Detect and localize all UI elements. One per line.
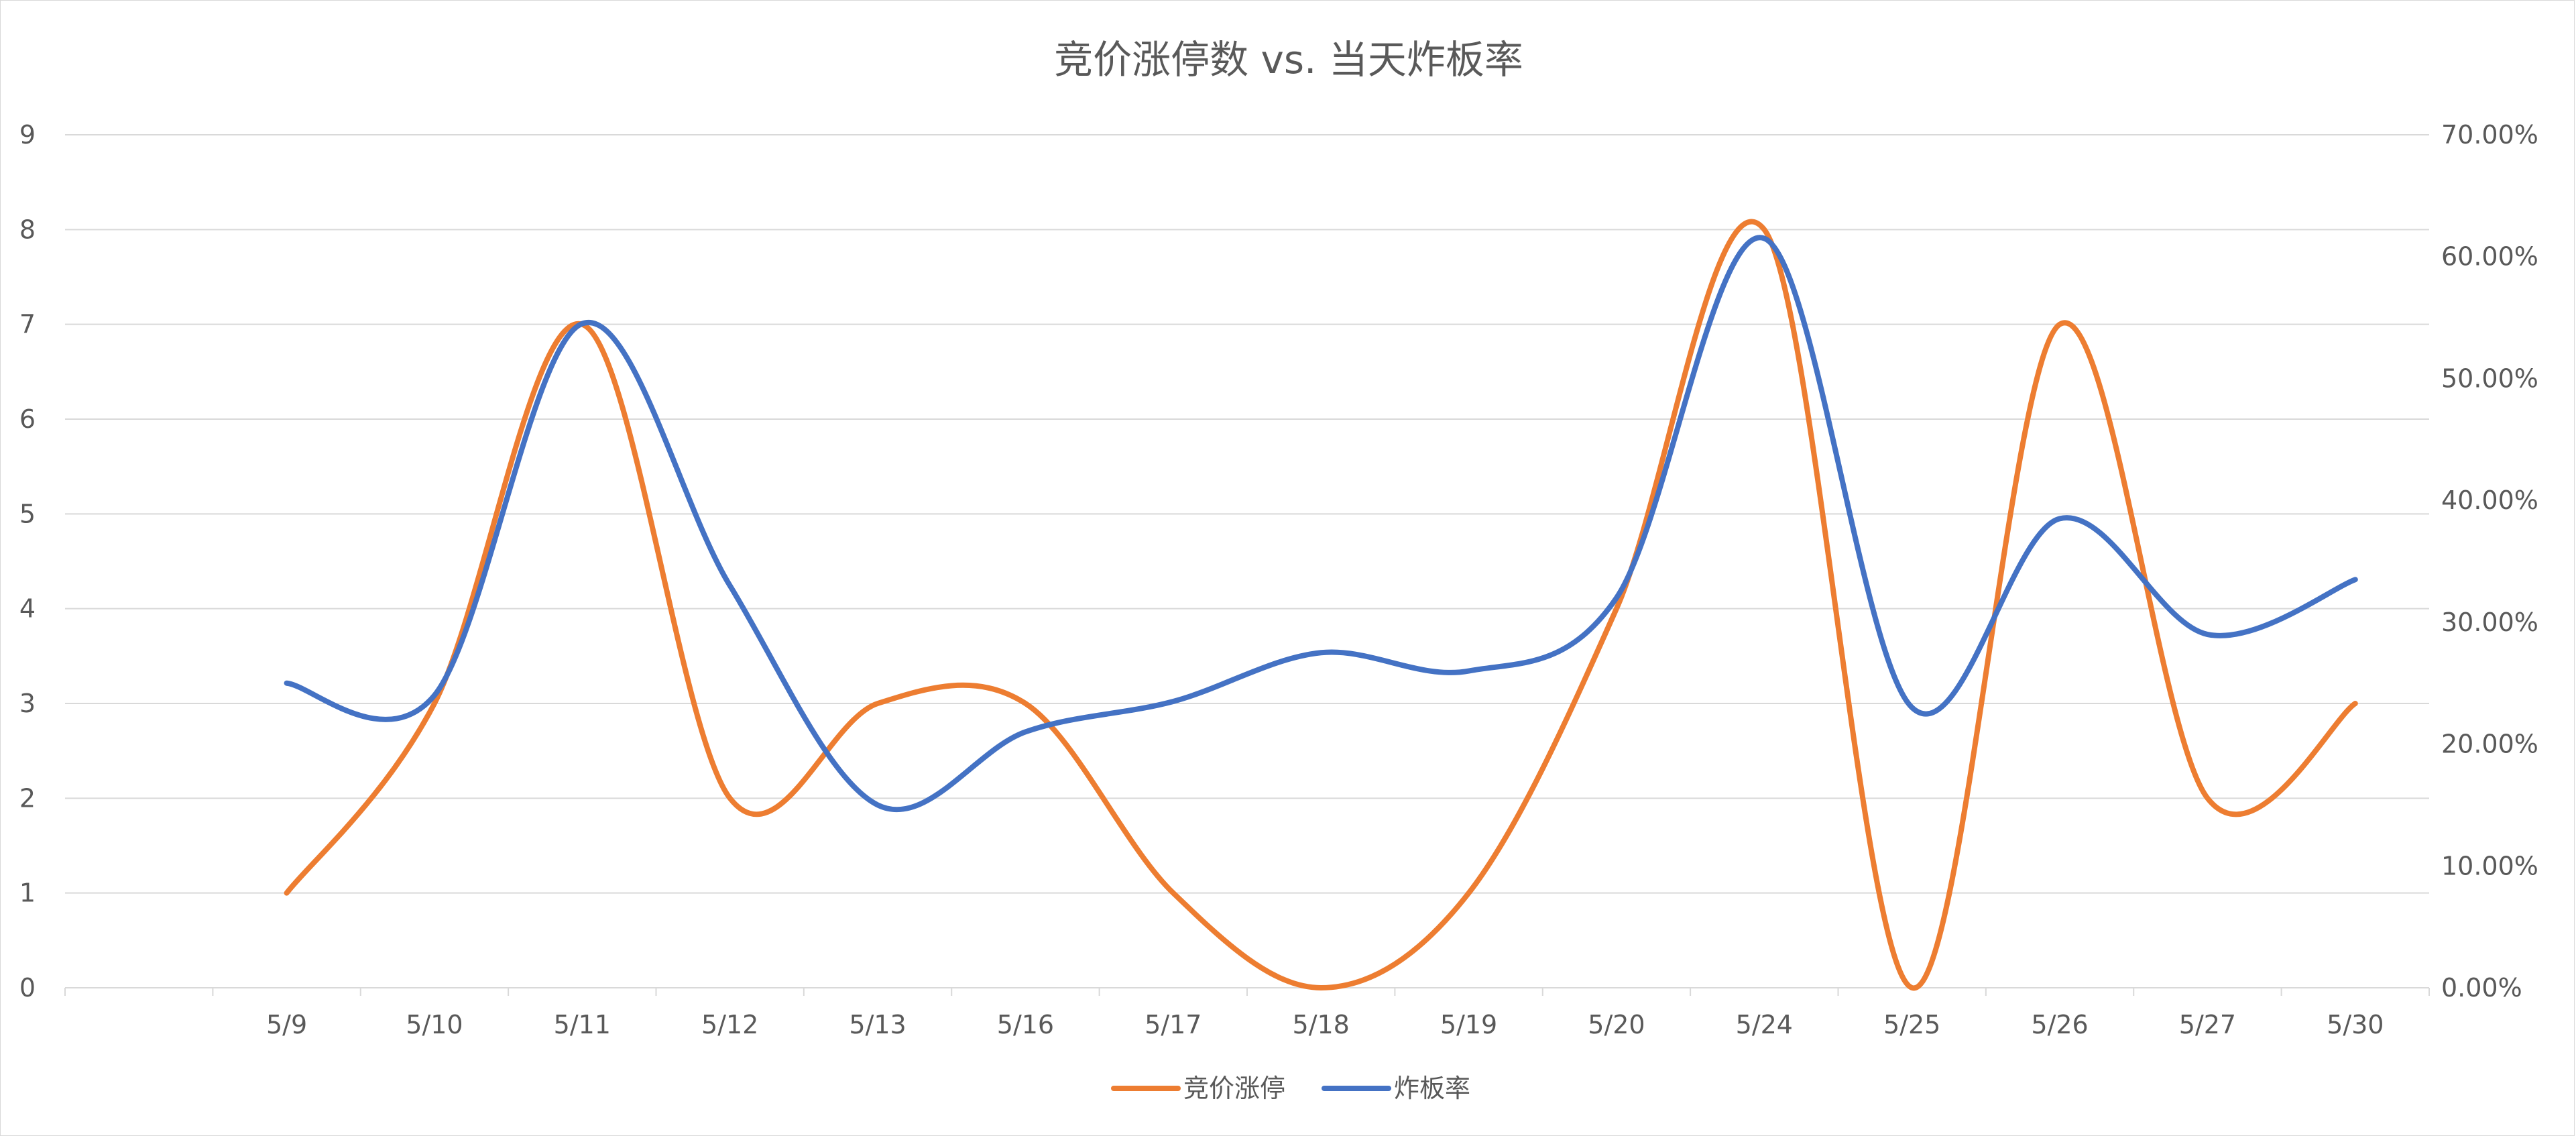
y-axis-right: 0.00% 10.00% 20.00% 30.00% 40.00% 50.00% 60.00… [2441, 120, 2538, 1003]
y-left-tick-label: 4 [19, 594, 36, 624]
y-left-tick-label: 1 [19, 878, 36, 908]
y-right-tick-label: 60.00% [2441, 242, 2538, 272]
y-left-tick-label: 7 [19, 310, 36, 339]
x-axis-labels: 5/9 5/10 5/11 5/12 5/13 5/16 5/17 5/18 5/19 5/20 5… [266, 1010, 2384, 1039]
x-tick-label: 5/24 [1736, 1010, 1793, 1039]
x-tick-label: 5/13 [849, 1010, 906, 1039]
x-tick-label: 5/11 [554, 1010, 611, 1039]
y-right-tick-label: 0.00% [2441, 973, 2522, 1003]
x-tick-label: 5/27 [2179, 1010, 2236, 1039]
y-left-tick-label: 3 [19, 689, 36, 718]
y-left-tick-label: 8 [19, 215, 36, 244]
y-axis-left: 0 1 2 3 4 5 6 7 8 9 [19, 120, 36, 1003]
series-line-1 [284, 219, 2358, 991]
x-tick-label: 5/19 [1440, 1010, 1497, 1039]
y-left-tick-label: 9 [19, 120, 36, 150]
legend: 竞价涨停 炸板率 [1111, 1074, 1470, 1103]
x-tick-label: 5/26 [2031, 1010, 2088, 1039]
chart-title: 竞价涨停数 vs. 当天炸板率 [1054, 37, 1523, 82]
y-left-tick-label: 0 [19, 973, 36, 1003]
series-lines [284, 219, 2358, 991]
y-left-tick-label: 6 [19, 404, 36, 434]
y-right-tick-label: 70.00% [2441, 120, 2538, 150]
y-left-tick-label: 5 [19, 499, 36, 528]
x-tick-label: 5/9 [266, 1010, 307, 1039]
x-tick-label: 5/30 [2327, 1010, 2384, 1039]
x-tick-label: 5/12 [701, 1010, 758, 1039]
x-tick-label: 5/20 [1588, 1010, 1645, 1039]
y-right-tick-label: 10.00% [2441, 851, 2538, 880]
y-left-tick-label: 2 [19, 783, 36, 813]
x-axis [64, 987, 2430, 996]
y-right-tick-label: 40.00% [2441, 486, 2538, 515]
x-tick-label: 5/10 [406, 1010, 463, 1039]
x-tick-label: 5/16 [997, 1010, 1054, 1039]
series-line-2 [284, 235, 2358, 813]
legend-label: 炸板率 [1394, 1074, 1470, 1103]
y-right-tick-label: 20.00% [2441, 730, 2538, 759]
x-tick-label: 5/25 [1883, 1010, 1940, 1039]
y-right-tick-label: 50.00% [2441, 363, 2538, 393]
legend-label: 竞价涨停 [1183, 1074, 1285, 1103]
y-right-tick-label: 30.00% [2441, 608, 2538, 637]
gridlines [65, 134, 2429, 894]
x-tick-label: 5/18 [1293, 1010, 1350, 1039]
x-tick-label: 5/17 [1145, 1010, 1202, 1039]
